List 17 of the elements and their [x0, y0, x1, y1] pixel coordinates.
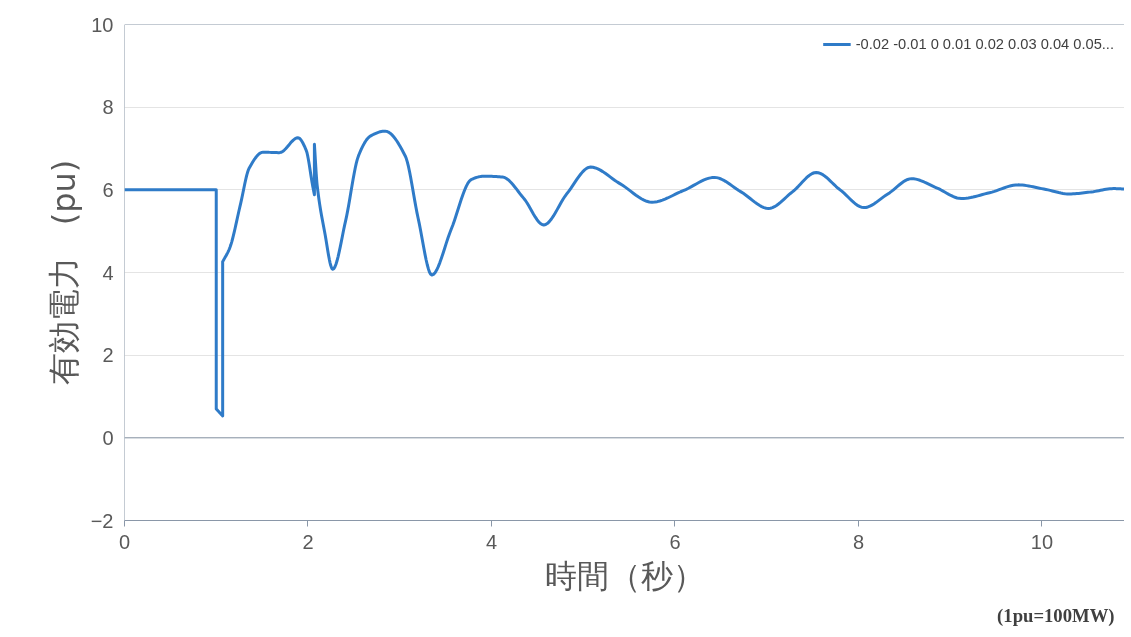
- y-axis-title: 有効電力 (pu): [44, 159, 83, 386]
- y-tick-label: −2: [90, 509, 114, 532]
- x-tick-label: 2: [302, 530, 314, 553]
- x-tick-label: 0: [118, 530, 131, 553]
- y-tick-label: 0: [102, 426, 114, 449]
- legend-label: -0.02 -0.01 0 0.01 0.02 0.03 0.04 0.05...: [855, 36, 1114, 52]
- x-tick-label: 8: [852, 530, 865, 553]
- y-tick-label: 4: [102, 261, 114, 284]
- x-tick-label: 10: [1030, 530, 1054, 553]
- y-tick-label: 2: [102, 344, 114, 367]
- y-tick-label: 6: [102, 178, 114, 201]
- x-tick-label: 6: [669, 530, 681, 553]
- y-tick-label: 10: [91, 13, 114, 36]
- x-tick-label: 4: [485, 530, 498, 553]
- text: (1pu=100MW): [997, 604, 1115, 627]
- y-tick-label: 8: [102, 96, 114, 119]
- x-axis-title: 時間（秒）: [544, 556, 705, 595]
